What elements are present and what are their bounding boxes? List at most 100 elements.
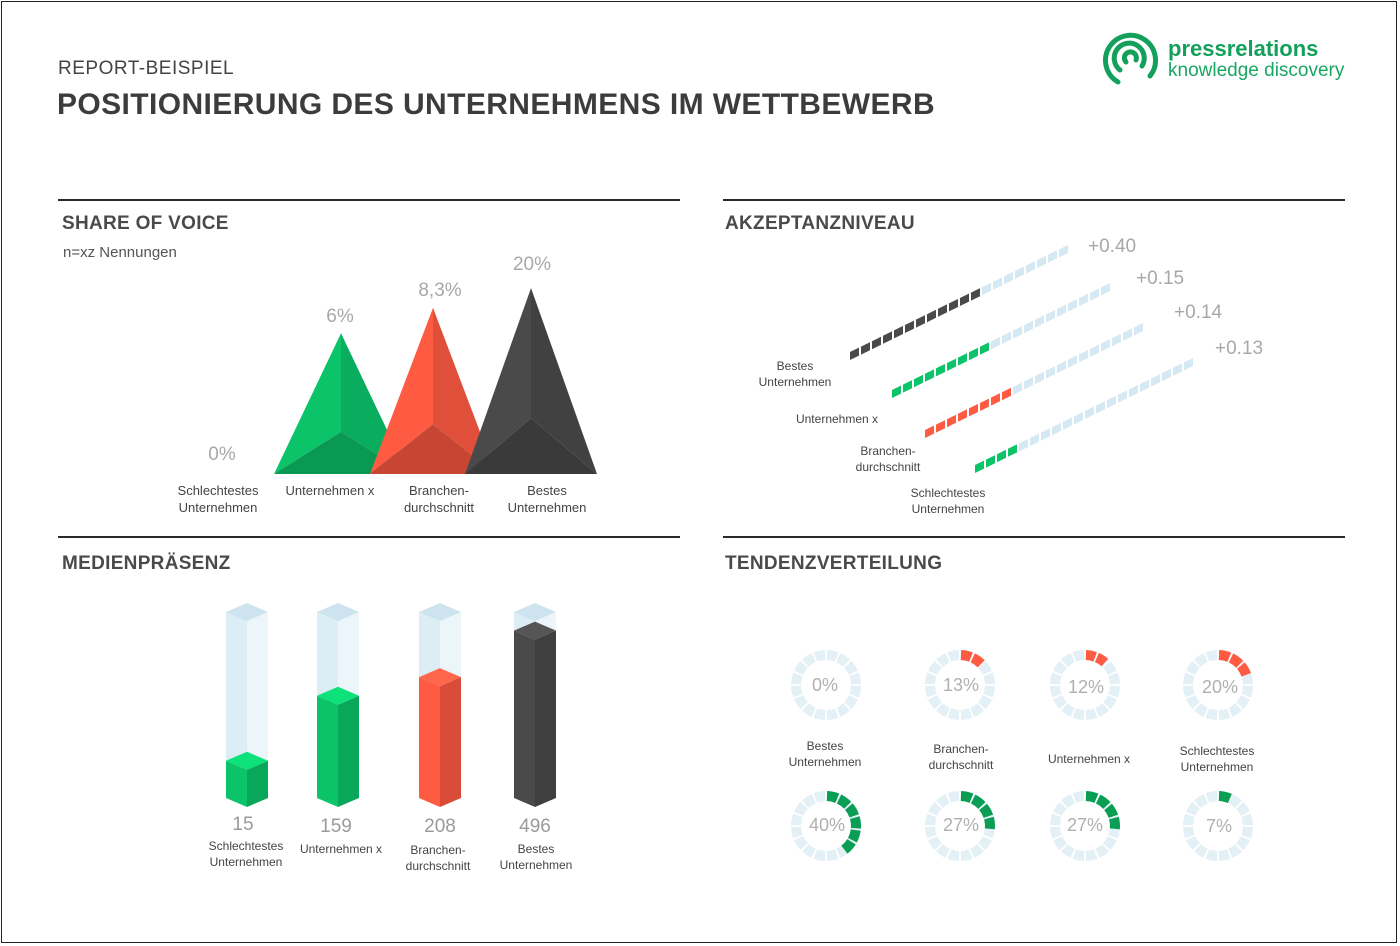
- donut-segment-empty: [1103, 695, 1117, 709]
- donut-segment-filled: [979, 803, 994, 818]
- donut-segment-empty: [936, 703, 950, 717]
- donut-segment-filled: [1109, 816, 1120, 830]
- donut-segment-empty: [802, 844, 816, 858]
- tendenz-neg-label: 13%: [942, 675, 980, 695]
- akz-segment-top: [1030, 430, 1045, 438]
- donut-segment-empty: [1236, 695, 1250, 709]
- donut-segment-empty: [1108, 826, 1120, 839]
- akz-category-label: Schlechtestes Unternehmen: [910, 486, 986, 516]
- donut-segment-empty: [928, 802, 942, 816]
- sov-value-label: 8,3%: [418, 280, 462, 301]
- akz-segment-empty: [1184, 358, 1193, 371]
- akz-segment-empty: [1112, 333, 1121, 347]
- donut-segment-empty: [1186, 661, 1200, 675]
- akz-segment-top: [1107, 392, 1122, 401]
- donut-segment-filled: [960, 650, 973, 662]
- akz-segment-top: [949, 296, 964, 304]
- donut-segment-empty: [970, 844, 984, 858]
- akz-segment-top: [914, 371, 929, 380]
- donut-segment-empty: [1050, 826, 1062, 839]
- donut-segment-empty: [1050, 672, 1062, 685]
- akz-segment-top: [1129, 382, 1144, 390]
- akz-segment-empty: [1024, 377, 1033, 390]
- akz-segment-filled: [914, 374, 923, 388]
- donut-segment-empty: [802, 703, 816, 717]
- medien-title: MEDIENPRÄSENZ: [62, 553, 231, 574]
- akz-segment-filled: [938, 304, 947, 317]
- donut-segment-empty: [1061, 653, 1075, 667]
- donut-segment-filled: [1104, 803, 1119, 818]
- medien-fill-top: [514, 621, 556, 640]
- donut-segment-empty: [925, 826, 937, 839]
- sov-pyramid-base: [370, 424, 496, 474]
- akz-segment-top: [1085, 403, 1100, 411]
- donut-segment-empty: [936, 653, 950, 667]
- donut-segment-empty: [813, 849, 826, 861]
- akz-segment-filled: [949, 299, 958, 312]
- akz-segment-filled: [1002, 387, 1011, 401]
- akz-segment-top: [1101, 336, 1116, 344]
- akz-segment-top: [883, 328, 898, 336]
- donut-segment-empty: [1108, 672, 1120, 685]
- akz-segment-top: [947, 411, 962, 420]
- akz-segment-empty: [1079, 350, 1088, 363]
- akz-segment-empty: [1079, 293, 1088, 307]
- akz-segment-empty: [1107, 395, 1116, 409]
- donut-segment-empty: [849, 685, 861, 698]
- donut-segment-empty: [1183, 826, 1195, 839]
- akz-segment-filled: [872, 336, 881, 350]
- donut-segment-empty: [794, 802, 808, 816]
- akz-segment-empty: [1046, 310, 1055, 323]
- akz-segment-empty: [1035, 371, 1044, 384]
- akz-segment-empty: [1129, 385, 1138, 398]
- akz-segment-empty: [1074, 412, 1083, 425]
- donut-segment-empty: [802, 653, 816, 667]
- logo-name: pressrelations: [1168, 36, 1319, 61]
- tendenz-category-label: Branchen- durchschnitt: [928, 742, 994, 772]
- akz-segment-top: [1134, 320, 1149, 328]
- donut-segment-empty: [1194, 703, 1208, 717]
- medien-fill-right: [440, 677, 461, 807]
- medien-category-label: Schlechtestes Unternehmen: [208, 839, 284, 869]
- akz-segment-top: [1008, 441, 1023, 449]
- akz-segment-top: [1035, 312, 1050, 320]
- tendenz-pos-label: 7%: [1205, 816, 1232, 836]
- donut-segment-empty: [960, 849, 973, 861]
- akz-segment-top: [1052, 419, 1067, 428]
- medien-fill-right: [247, 760, 268, 807]
- medien-value-label: 15: [232, 814, 254, 835]
- donut-segment-empty: [925, 685, 937, 698]
- akz-value-label: +0.40: [1088, 236, 1137, 257]
- donut-segment-empty: [983, 826, 995, 839]
- akz-segment-top: [861, 339, 876, 347]
- akz-segment-top: [980, 339, 995, 347]
- akz-segment-top: [1015, 263, 1030, 271]
- medien-category-label: Branchen- durchschnitt: [405, 843, 471, 873]
- medien-fill-left: [226, 760, 247, 807]
- akz-value-label: +0.13: [1215, 338, 1264, 359]
- tendenz-neg-label: 20%: [1201, 677, 1239, 697]
- donut-segment-filled: [1218, 650, 1232, 662]
- donut-segment-empty: [802, 794, 816, 808]
- donut-segment-empty: [947, 650, 960, 662]
- medien-tube-top: [226, 603, 268, 621]
- tendenz-category-label: Unternehmen x: [1047, 752, 1131, 766]
- donut-segment-empty: [1218, 708, 1231, 720]
- donut-segment-empty: [1085, 849, 1098, 861]
- donut-segment-empty: [791, 685, 803, 698]
- donut-segment-empty: [1050, 813, 1062, 826]
- donut-segment-filled: [1095, 794, 1111, 809]
- akz-segment-top: [1068, 296, 1083, 304]
- donut-segment-empty: [791, 813, 803, 826]
- akz-category-label: Bestes Unternehmen: [758, 359, 832, 389]
- donut-segment-empty: [791, 672, 803, 685]
- report-kicker: REPORT-BEISPIEL: [58, 58, 235, 79]
- akz-segment-empty: [1090, 288, 1099, 301]
- tendenz-pos-label: 40%: [808, 815, 846, 835]
- donut-segment-empty: [1186, 695, 1200, 709]
- donut-segment-empty: [1236, 802, 1250, 816]
- donut-segment-empty: [813, 650, 826, 662]
- akz-segment-filled: [894, 326, 903, 339]
- tendenz-neg-label: 12%: [1067, 677, 1105, 697]
- donut-segment-empty: [1218, 849, 1231, 861]
